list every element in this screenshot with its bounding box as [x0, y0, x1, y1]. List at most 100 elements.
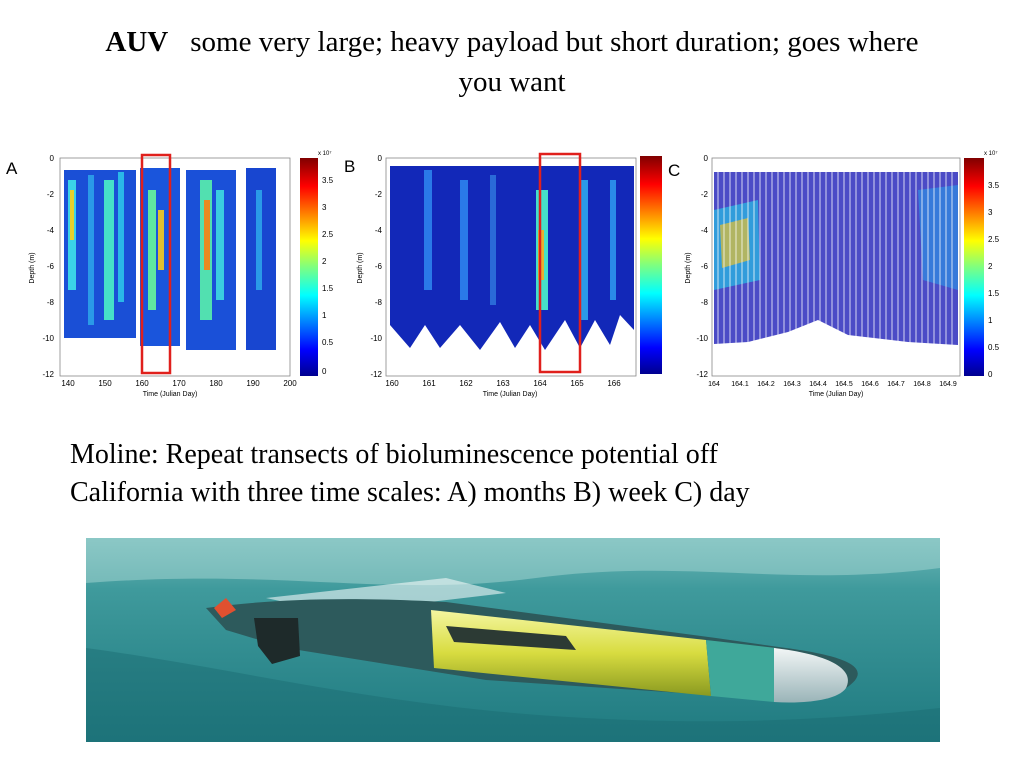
panel-c-ytick: -10 — [696, 334, 708, 343]
panel-b-colorbar — [640, 156, 662, 374]
colorbar-tick: 2 — [322, 257, 327, 266]
panel-b-xtick: 160 — [385, 379, 399, 388]
colorbar-tick: 1 — [322, 311, 327, 320]
colorbar-tick: 0.5 — [322, 338, 334, 347]
panel-c-plot: C 0 — [668, 150, 1000, 398]
panel-a-data — [64, 153, 276, 375]
panel-a: A 0 -2 -4 -6 -8 -10 -12 — [0, 150, 345, 400]
panel-b-xtick: 166 — [607, 379, 621, 388]
panel-c-ytick: 0 — [704, 154, 709, 163]
panel-b-ylabel: Depth (m) — [357, 252, 364, 283]
caption: Moline: Repeat transects of bioluminesce… — [70, 436, 970, 512]
panel-c-xtick: 164.2 — [757, 381, 775, 388]
panel-b-xlabel: Time (Julian Day) — [483, 391, 538, 398]
panel-a-xlabel: Time (Julian Day) — [143, 391, 198, 398]
panel-c-data — [714, 170, 958, 346]
panel-b-highlight-box — [538, 152, 582, 374]
panel-a-ylabel: Depth (m) — [29, 252, 36, 283]
panel-a-highlight-box — [140, 153, 172, 375]
panel-b-xtick: 162 — [459, 379, 473, 388]
panel-c-colorbar-exponent: x 10⁷ — [984, 150, 998, 157]
colorbar-tick: 1.5 — [322, 284, 334, 293]
panel-c-yticks: 0 -2 -4 -6 -8 -10 -12 — [696, 154, 708, 379]
panel-a-xtick: 150 — [98, 379, 112, 388]
colorbar-tick: 3 — [322, 203, 327, 212]
panel-b-xtick: 165 — [570, 379, 584, 388]
colorbar-tick: 0.5 — [988, 343, 1000, 352]
panel-a-xtick: 190 — [246, 379, 260, 388]
panel-a-xtick: 180 — [209, 379, 223, 388]
panel-c-ytick: -12 — [696, 370, 708, 379]
panel-a-ytick: -6 — [47, 262, 55, 271]
colorbar-tick: 1.5 — [988, 289, 1000, 298]
panel-c-colorbar-ticks: 3.5 3 2.5 2 1.5 1 0.5 0 — [988, 181, 1000, 379]
panel-c-ytick: -2 — [701, 190, 709, 199]
panel-a-ytick: -10 — [42, 334, 54, 343]
panel-b-ytick: -8 — [375, 298, 383, 307]
caption-line-1: Moline: Repeat transects of bioluminesce… — [70, 439, 718, 470]
panel-a-colorbar-exponent: x 10⁷ — [318, 150, 332, 157]
colorbar-tick: 3 — [988, 208, 993, 217]
panel-a-ytick: -8 — [47, 298, 55, 307]
panel-b-ytick: -6 — [375, 262, 383, 271]
panel-c-colorbar — [964, 158, 984, 376]
panel-a-ytick: -4 — [47, 226, 55, 235]
panel-c-ytick: -4 — [701, 226, 709, 235]
panel-c-ytick: -6 — [701, 262, 709, 271]
panel-c-xticks: 164 164.1 164.2 164.3 164.4 164.5 164.6 … — [708, 381, 957, 388]
panel-b-ytick: -4 — [375, 226, 383, 235]
title-line-2: you want — [458, 66, 566, 98]
panel-c-xtick: 164.8 — [913, 381, 931, 388]
colorbar-tick: 3.5 — [322, 176, 334, 185]
panel-c-xtick: 164.5 — [835, 381, 853, 388]
panel-c-xtick: 164.1 — [731, 381, 749, 388]
panel-a-xticks: 140 150 160 170 180 190 200 — [61, 379, 297, 388]
panel-c-xtick: 164 — [708, 381, 720, 388]
panel-b-xtick: 161 — [422, 379, 436, 388]
panel-c-xtick: 164.3 — [783, 381, 801, 388]
panel-c: C 0 — [668, 150, 1024, 400]
colorbar-tick: 2.5 — [988, 235, 1000, 244]
panel-c-ytick: -8 — [701, 298, 709, 307]
panel-b-ytick: -10 — [370, 334, 382, 343]
panel-a-colorbar-ticks: 3.5 3 2.5 2 1.5 1 0.5 0 — [322, 176, 334, 376]
colorbar-tick: 3.5 — [988, 181, 1000, 190]
colorbar-tick: 0 — [322, 367, 327, 376]
panel-c-ylabel: Depth (m) — [685, 252, 692, 283]
panel-c-xtick: 164.7 — [887, 381, 905, 388]
colorbar-tick: 2 — [988, 262, 993, 271]
panel-c-label: C — [668, 161, 680, 180]
panel-b-plot: B 0 -2 -4 -6 -8 -10 -12 160 161 162 163 — [344, 152, 662, 398]
caption-line-2: California with three time scales: A) mo… — [70, 477, 750, 508]
slide-title: AUV some very large; heavy payload but sh… — [0, 22, 1024, 102]
panel-c-xtick: 164.4 — [809, 381, 827, 388]
colorbar-tick: 1 — [988, 316, 993, 325]
title-line-1: some very large; heavy payload but short… — [190, 26, 919, 58]
panel-b-data — [390, 152, 634, 374]
panel-a-xtick: 160 — [135, 379, 149, 388]
panel-c-xlabel: Time (Julian Day) — [809, 391, 864, 398]
panel-a-yticks: 0 -2 -4 -6 -8 -10 -12 — [42, 154, 54, 379]
title-auv: AUV — [105, 26, 169, 58]
panel-b-ytick: -2 — [375, 190, 383, 199]
panel-b: B 0 -2 -4 -6 -8 -10 -12 160 161 162 163 — [340, 150, 680, 400]
panel-a-ytick: 0 — [50, 154, 55, 163]
panel-b-ytick: -12 — [370, 370, 382, 379]
panel-a-plot: A 0 -2 -4 -6 -8 -10 -12 — [6, 150, 334, 398]
panel-b-yticks: 0 -2 -4 -6 -8 -10 -12 — [370, 154, 382, 379]
panel-a-xtick: 140 — [61, 379, 75, 388]
panel-b-xticks: 160 161 162 163 164 165 166 — [385, 379, 621, 388]
panel-b-xtick: 163 — [496, 379, 510, 388]
panel-a-xtick: 170 — [172, 379, 186, 388]
auv-photo-image — [86, 538, 940, 742]
panel-a-ytick: -2 — [47, 190, 55, 199]
panel-a-ytick: -12 — [42, 370, 54, 379]
panel-b-ytick: 0 — [378, 154, 383, 163]
panel-b-label: B — [344, 157, 355, 176]
panel-c-xtick: 164.6 — [861, 381, 879, 388]
colorbar-tick: 2.5 — [322, 230, 334, 239]
panel-a-colorbar — [300, 158, 318, 376]
panel-a-label: A — [6, 159, 18, 178]
panel-c-xtick: 164.9 — [939, 381, 957, 388]
colorbar-tick: 0 — [988, 370, 993, 379]
